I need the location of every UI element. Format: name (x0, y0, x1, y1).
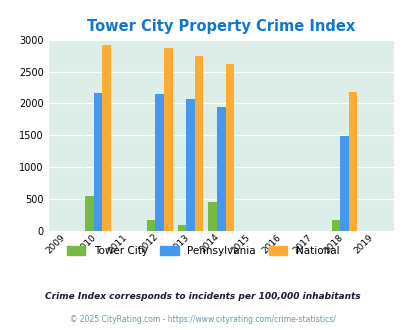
Bar (155, 93, 164, 231)
Bar (225, 64, 234, 231)
Text: © 2025 CityRating.com - https://www.cityrating.com/crime-statistics/: © 2025 CityRating.com - https://www.city… (70, 315, 335, 324)
Bar (208, 202, 216, 231)
Bar (331, 220, 339, 231)
Bar (85, 196, 94, 231)
Title: Tower City Property Crime Index: Tower City Property Crime Index (87, 19, 354, 34)
Bar (177, 225, 185, 231)
Bar (348, 92, 356, 231)
Bar (164, 48, 172, 231)
Bar (102, 45, 111, 231)
Bar (339, 136, 348, 231)
Bar (185, 99, 194, 231)
Bar (146, 220, 155, 231)
Bar (216, 107, 225, 231)
Bar (94, 93, 102, 231)
Bar (194, 55, 203, 231)
Legend: Tower City, Pennsylvania, National: Tower City, Pennsylvania, National (62, 242, 343, 260)
Text: Crime Index corresponds to incidents per 100,000 inhabitants: Crime Index corresponds to incidents per… (45, 292, 360, 301)
